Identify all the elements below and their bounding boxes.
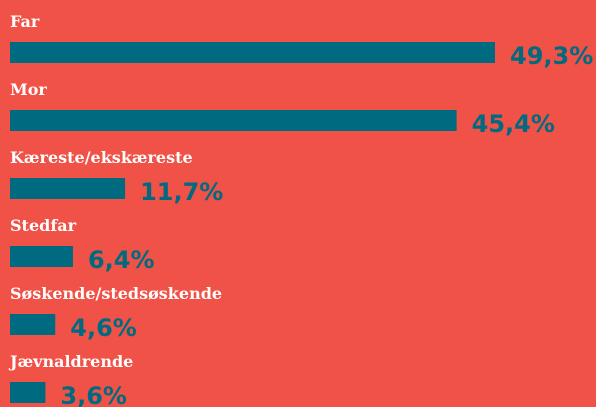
value-label: 11,7% xyxy=(140,178,223,206)
value-label: 49,3% xyxy=(510,42,593,70)
category-label: Søskende/stedsøskende xyxy=(10,284,222,303)
bar xyxy=(10,314,56,335)
category-label: Stedfar xyxy=(10,216,77,235)
value-label: 45,4% xyxy=(472,110,555,138)
bar xyxy=(10,178,126,199)
bar xyxy=(10,382,46,403)
value-label: 4,6% xyxy=(70,314,137,342)
category-label: Far xyxy=(10,12,40,31)
category-label: Mor xyxy=(10,80,47,99)
value-label: 6,4% xyxy=(88,246,155,274)
value-label: 3,6% xyxy=(60,382,127,407)
category-label: Kæreste/ekskæreste xyxy=(10,148,193,167)
bar xyxy=(10,110,457,131)
category-label: Jævnaldrende xyxy=(8,352,133,371)
bar xyxy=(10,42,495,63)
bar xyxy=(10,246,73,267)
